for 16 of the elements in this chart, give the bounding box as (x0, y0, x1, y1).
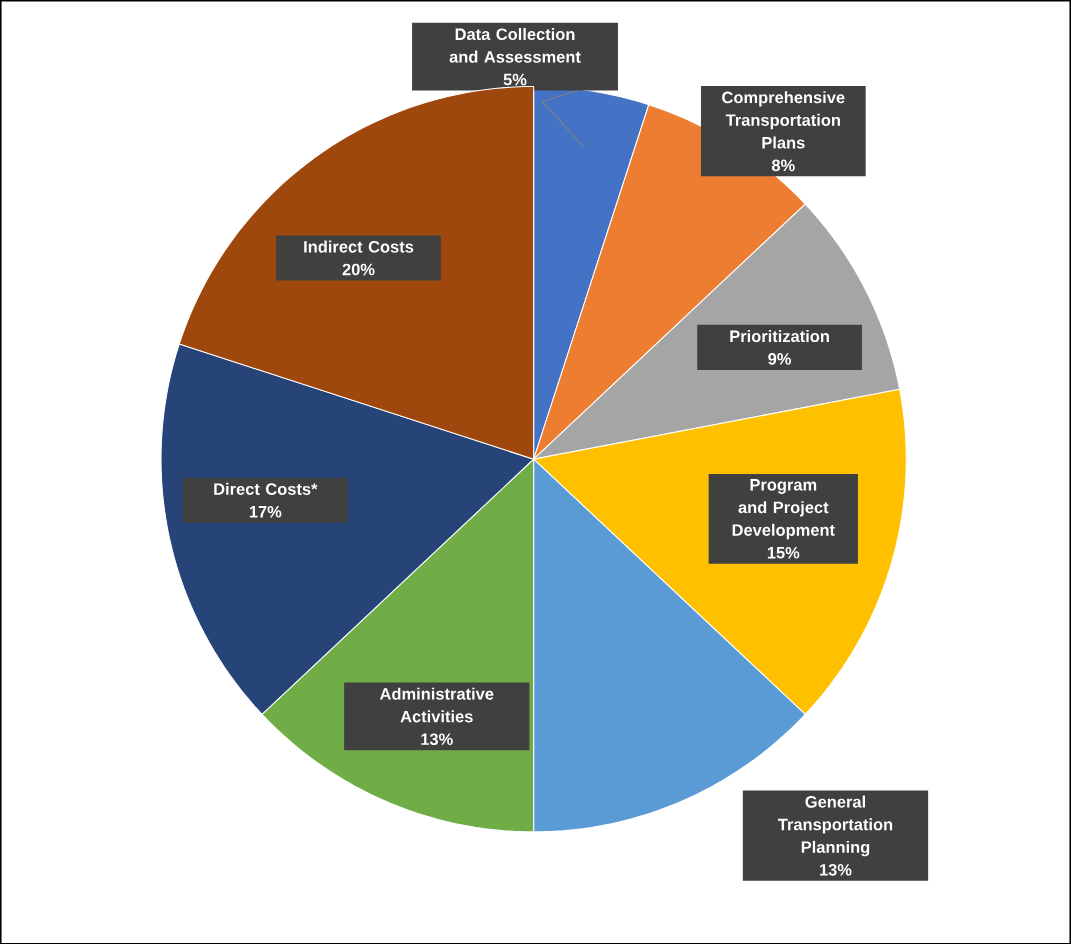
data-label: 20% (342, 263, 375, 276)
slice-label: Program and Project Development (732, 478, 835, 539)
data-label: 17% (249, 505, 282, 518)
slice-label: Indirect Costs (304, 240, 414, 253)
data-label: 13% (421, 733, 453, 745)
slice-label: Administrative Activities (379, 687, 494, 723)
slice-label: Comprehensive Transportation Plans (722, 90, 845, 149)
data-label: 13% (820, 863, 852, 876)
data-label: 15% (767, 546, 800, 559)
slice-label: General Transportation Planning (778, 795, 893, 857)
data-label: 5% (503, 73, 527, 86)
data-label: 9% (768, 352, 792, 365)
data-label: 8% (771, 159, 795, 171)
slice-label: Prioritization (730, 329, 829, 342)
slice-label: Direct Costs* (214, 482, 318, 495)
slice-label: Data Collection and Assessment (449, 27, 581, 63)
